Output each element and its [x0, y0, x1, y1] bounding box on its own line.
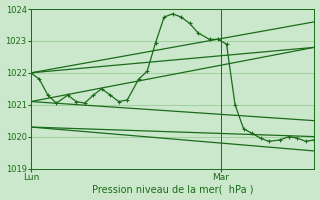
- X-axis label: Pression niveau de la mer(  hPa ): Pression niveau de la mer( hPa ): [92, 184, 253, 194]
